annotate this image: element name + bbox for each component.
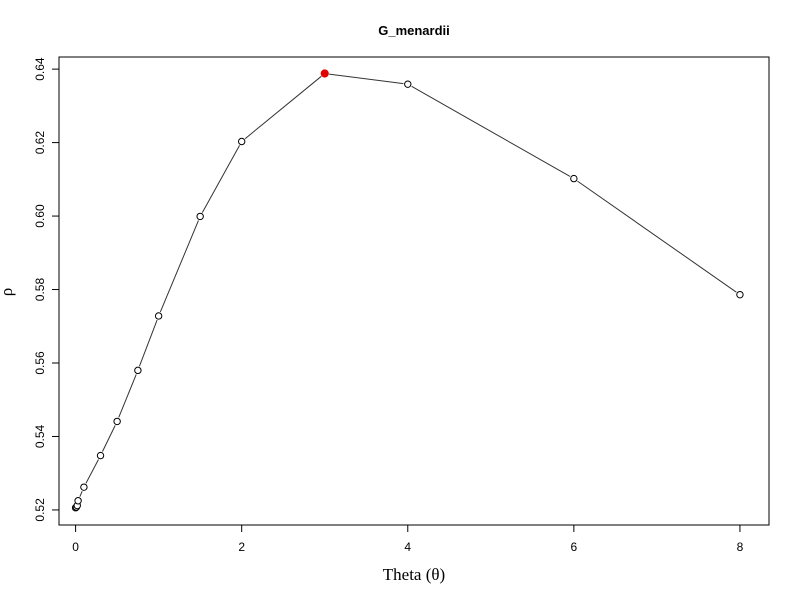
series-line-segment <box>411 85 571 177</box>
series-line-segment <box>85 459 99 484</box>
data-point <box>80 483 88 491</box>
max-point-marker <box>320 69 329 78</box>
y-tick-label: 0.60 <box>33 204 47 228</box>
data-point <box>237 137 246 146</box>
series-line-segment <box>244 75 322 140</box>
data-point <box>736 290 744 299</box>
series-line-segment <box>138 319 158 367</box>
x-axis-title: Theta (θ) <box>383 565 445 584</box>
y-axis: 0.52 0.54 0.56 0.58 0.60 0.62 0.64 <box>33 57 60 522</box>
x-tick-label: 2 <box>238 540 245 554</box>
y-tick-label: 0.64 <box>33 57 47 81</box>
data-point <box>96 451 105 460</box>
data-point <box>113 417 121 426</box>
y-tick-label: 0.56 <box>33 351 47 375</box>
x-tick-label: 6 <box>571 540 578 554</box>
y-tick-label: 0.54 <box>33 424 47 448</box>
series-line-segment <box>101 425 116 452</box>
data-point <box>74 497 82 505</box>
y-tick-label: 0.62 <box>33 131 47 155</box>
x-tick-label: 8 <box>737 540 744 554</box>
series-line-segment <box>118 374 137 418</box>
series-line-segment <box>79 491 83 497</box>
series-line-segment <box>329 73 404 85</box>
data-point <box>570 174 578 183</box>
y-tick-label: 0.58 <box>33 278 47 302</box>
y-tick-label: 0.52 <box>33 498 47 522</box>
series-line-segment <box>201 145 240 213</box>
data-point <box>404 80 412 88</box>
data-point <box>134 366 142 375</box>
y-axis-title: ρ <box>0 288 16 296</box>
data-point <box>196 212 204 221</box>
series-line-segment <box>577 180 737 293</box>
chart-title: G_menardii <box>378 23 450 38</box>
plot-frame <box>58 56 770 526</box>
data-point <box>154 312 163 320</box>
series-line-segment <box>159 220 199 313</box>
x-axis: 0 2 4 6 8 <box>72 524 744 554</box>
series-layer <box>71 69 744 512</box>
x-tick-label: 0 <box>72 540 79 554</box>
x-tick-label: 4 <box>404 540 411 554</box>
